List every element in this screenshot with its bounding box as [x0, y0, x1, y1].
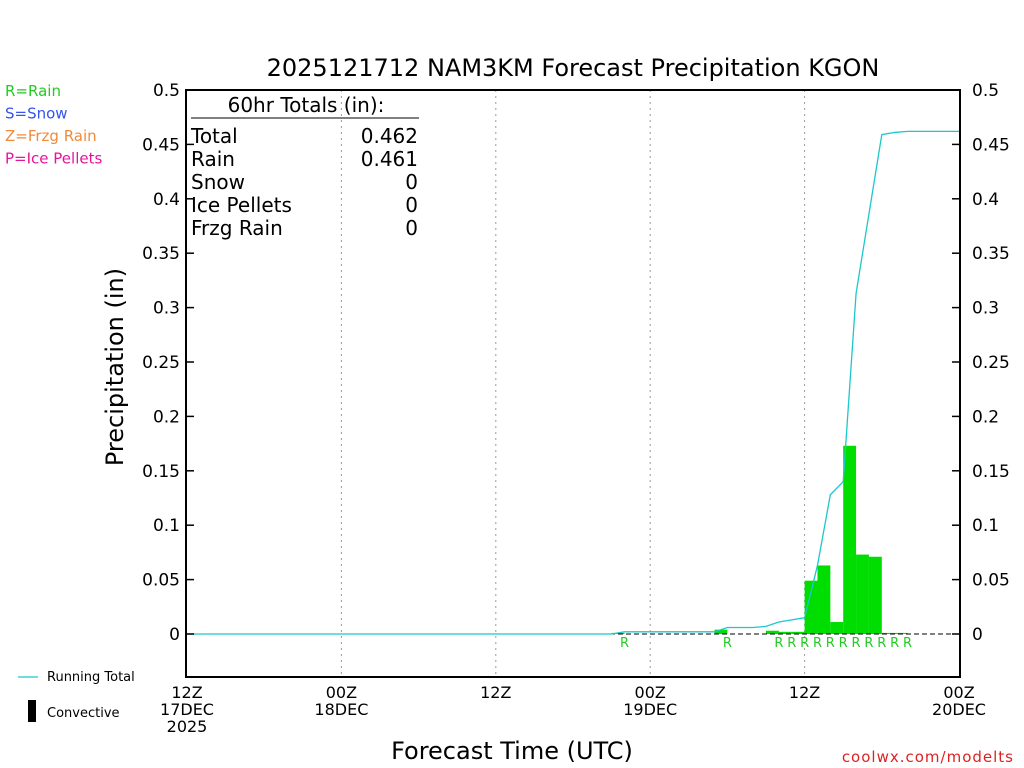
y-tick-label-left: 0.5 — [153, 81, 180, 101]
precip-type-mark: R — [826, 636, 835, 651]
precip-type-mark: R — [852, 636, 861, 651]
chart-title: 2025121712 NAM3KM Forecast Precipitation… — [267, 54, 880, 82]
precip-bar — [881, 632, 895, 634]
y-tick-label-right: 0.1 — [972, 516, 999, 536]
precip-bar — [778, 631, 792, 634]
y-tick-label-left: 0.3 — [153, 299, 180, 319]
y-tick-label-left: 0.05 — [142, 571, 180, 591]
legend-bottom-label: Convective — [47, 706, 120, 721]
y-axis-label: Precipitation (in) — [101, 268, 129, 466]
precip-bar — [791, 631, 805, 634]
precip-type-mark: R — [903, 636, 912, 651]
precip-type-mark: R — [620, 636, 629, 651]
bottom-legend: Running Total Convective — [18, 670, 135, 722]
totals-value: 0 — [405, 193, 418, 217]
y-tick-label-right: 0.15 — [972, 462, 1010, 482]
totals-value: 0 — [405, 170, 418, 194]
y-tick-label-right: 0.45 — [972, 135, 1010, 155]
x-tick-label: 00Z — [635, 683, 666, 702]
totals-label: Rain — [191, 147, 235, 171]
y-tick-label-left: 0.35 — [142, 244, 180, 264]
y-tick-label-right: 0.4 — [972, 190, 999, 210]
legend-item-ice-pellets: P=Ice Pellets — [5, 150, 102, 168]
precip-type-mark: R — [890, 636, 899, 651]
precip-bar — [714, 629, 728, 634]
totals-heading: 60hr Totals (in): — [228, 93, 385, 117]
y-axis-left: 0.5 0.45 0.4 0.35 0.3 0.25 0.2 0.15 0.1 0.05 0 — [142, 81, 194, 645]
totals-value: 0.461 — [361, 147, 418, 171]
precip-type-mark: R — [864, 636, 873, 651]
bars-layer — [611, 445, 908, 634]
precip-type-mark: R — [800, 636, 809, 651]
y-tick-label-right: 0 — [972, 625, 983, 645]
precip-type-mark: R — [877, 636, 886, 651]
y-tick-label-right: 0.25 — [972, 353, 1010, 373]
y-tick-label-left: 0.45 — [142, 135, 180, 155]
y-tick-label-right: 0.3 — [972, 299, 999, 319]
x-tick-label: 19DEC — [623, 700, 677, 719]
precip-bar — [894, 632, 908, 634]
totals-label: Ice Pellets — [191, 193, 292, 217]
y-tick-label-right: 0.2 — [972, 407, 999, 427]
legend-item-frzg-rain: Z=Frzg Rain — [5, 127, 97, 145]
grid-lines — [340, 90, 806, 677]
x-tick-label: 00Z — [326, 683, 357, 702]
legend-item-rain: R=Rain — [5, 82, 61, 100]
running-total-line — [187, 130, 959, 635]
credit-text: coolwx.com/modelts — [842, 748, 1014, 766]
x-tick-label: 20DEC — [932, 700, 986, 719]
precip-bar — [856, 554, 869, 634]
totals-label: Snow — [191, 170, 245, 194]
y-tick-label-right: 0.5 — [972, 81, 999, 101]
precip-bar — [817, 565, 831, 634]
totals-value: 0.462 — [361, 124, 418, 148]
x-tick-label: 12Z — [480, 683, 511, 702]
precip-type-mark: R — [813, 636, 822, 651]
x-tick-label: 00Z — [943, 683, 974, 702]
totals-value: 0 — [405, 216, 418, 240]
y-tick-label-left: 0.2 — [153, 407, 180, 427]
y-tick-label-left: 0.15 — [142, 462, 180, 482]
x-tick-label: 17DEC — [160, 700, 214, 719]
y-tick-label-left: 0.4 — [153, 190, 180, 210]
y-tick-label-right: 0.05 — [972, 571, 1010, 591]
precip-bar — [766, 630, 779, 634]
precip-bar — [868, 556, 882, 634]
plot-frame — [185, 89, 961, 678]
legend-item-snow: S=Snow — [5, 105, 68, 123]
y-tick-label-left: 0.1 — [153, 516, 180, 536]
x-tick-label: 18DEC — [314, 700, 368, 719]
totals-box: 60hr Totals (in): Total 0.462 Rain 0.461 Sno… — [190, 93, 419, 240]
y-axis-title: Precipitation (in) — [101, 268, 129, 466]
x-axis-label: Forecast Time (UTC) — [391, 737, 633, 765]
totals-label: Total — [190, 124, 238, 148]
left-legend: R=Rain S=Snow Z=Frzg Rain P=Ice Pellets — [5, 82, 102, 168]
precip-bar — [804, 580, 818, 634]
totals-label: Frzg Rain — [191, 216, 283, 240]
y-tick-label-left: 0.25 — [142, 353, 180, 373]
precip-type-mark: R — [774, 636, 783, 651]
precip-type-mark: R — [787, 636, 796, 651]
precip-bar — [830, 622, 844, 634]
legend-bar-swatch — [28, 700, 36, 722]
x-tick-label: 12Z — [171, 683, 202, 702]
precip-bar — [843, 445, 857, 634]
y-tick-label-right: 0.35 — [972, 244, 1010, 264]
x-tick-label: 2025 — [167, 717, 208, 736]
precip-type-mark: R — [839, 636, 848, 651]
precip-type-mark: R — [723, 636, 732, 651]
y-tick-label-left: 0 — [169, 625, 180, 645]
y-axis-right: 0.5 0.45 0.4 0.35 0.3 0.25 0.2 0.15 0.1 0.05 0 — [952, 81, 1010, 645]
x-tick-label: 12Z — [789, 683, 820, 702]
legend-bottom-label: Running Total — [47, 670, 135, 685]
